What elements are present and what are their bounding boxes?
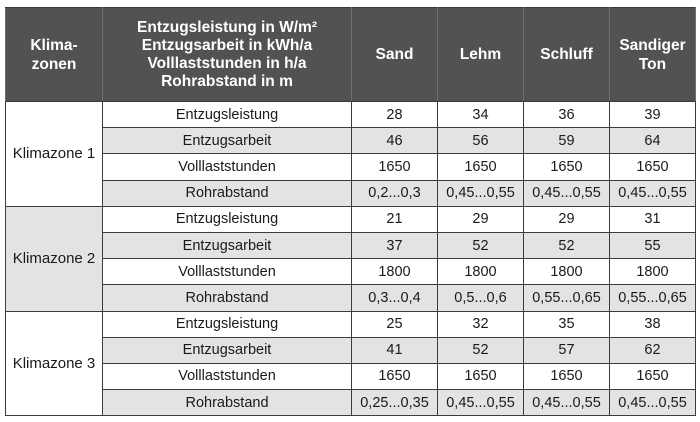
header-col-sandiger-ton-line-1: Sandiger [619,36,686,54]
value-cell: 1800 [351,258,438,286]
table-body: Klimazone 1 Entzugsleistung 28 34 36 39 Entzug… [5,100,696,417]
header-col-schluff: Schluff [523,7,610,102]
value-cell: 39 [609,100,696,129]
parameter-label: Volllaststunden [102,153,352,181]
parameter-label: Entzugsarbeit [102,127,352,155]
zone-label: Klimazone 3 [5,310,103,417]
value-cell: 29 [523,205,610,233]
header-desc-line-1: Entzugsleistung in W/m² [137,18,317,36]
header-col-sandiger-ton: Sandiger Ton [609,7,696,102]
value-cell: 1650 [609,153,696,181]
value-cell: 1800 [523,258,610,286]
value-cell: 0,3...0,4 [351,284,438,312]
table-row: Entzugsarbeit 37 52 52 55 [6,231,696,260]
header-desc-line-2: Entzugsarbeit in kWh/a [141,36,313,54]
table-row: Klimazone 1 Entzugsleistung 28 34 36 39 [5,100,696,207]
value-cell: 35 [523,310,610,338]
data-table: Klima- zonen Entzugsleistung in W/m² Ent… [5,7,696,417]
table-row: Klimazone 2 Entzugsleistung 21 29 29 31 [5,205,696,312]
table-row: Volllaststunden 1800 1800 1800 1800 [6,258,696,286]
value-cell: 0,45...0,55 [437,389,524,417]
value-cell: 1650 [351,153,438,181]
value-cell: 1650 [351,362,438,391]
value-cell: 0,45...0,55 [437,179,524,207]
table-row: Rohrabstand 0,25...0,35 0,45...0,55 0,45...… [6,389,696,417]
value-cell: 21 [351,205,438,233]
value-cell: 0,55...0,65 [523,284,610,312]
value-cell: 25 [351,310,438,338]
parameter-label: Volllaststunden [102,258,352,286]
zone-label: Klimazone 2 [5,205,103,312]
value-cell: 0,25...0,35 [351,389,438,417]
header-col-lehm: Lehm [437,7,524,102]
value-cell: 28 [351,100,438,129]
value-cell: 1650 [437,362,524,391]
value-cell: 37 [351,231,438,260]
value-cell: 0,45...0,55 [523,179,610,207]
parameter-label: Rohrabstand [102,284,352,312]
value-cell: 0,45...0,55 [609,179,696,207]
value-cell: 0,2...0,3 [351,179,438,207]
value-cell: 1650 [437,153,524,181]
value-cell: 38 [609,310,696,338]
table-row: Entzugsarbeit 46 56 59 64 [6,127,696,155]
table-row: Volllaststunden 1650 1650 1650 1650 [6,362,696,391]
parameter-label: Volllaststunden [102,362,352,391]
value-cell: 52 [523,231,610,260]
table-row: Volllaststunden 1650 1650 1650 1650 [6,153,696,181]
value-cell: 55 [609,231,696,260]
parameter-label: Entzugsleistung [102,205,352,233]
parameter-label: Entzugsleistung [102,100,352,129]
header-row: Klima- zonen Entzugsleistung in W/m² Ent… [5,7,696,102]
parameter-label: Rohrabstand [102,389,352,417]
value-cell: 1800 [437,258,524,286]
value-cell: 0,45...0,55 [609,389,696,417]
value-cell: 1650 [523,153,610,181]
header-zone: Klima- zonen [5,7,103,102]
header-description: Entzugsleistung in W/m² Entzugsarbeit in… [102,7,352,102]
table-row: Rohrabstand 0,2...0,3 0,45...0,55 0,45...0,… [6,179,696,207]
value-cell: 57 [523,336,610,364]
value-cell: 0,5...0,6 [437,284,524,312]
value-cell: 0,55...0,65 [609,284,696,312]
value-cell: 1650 [609,362,696,391]
parameter-label: Entzugsarbeit [102,336,352,364]
zone-label: Klimazone 1 [5,101,103,207]
table-row: Entzugsarbeit 41 52 57 62 [6,336,696,364]
header-desc-line-4: Rohrabstand in m [161,72,293,90]
value-cell: 1800 [609,258,696,286]
header-col-sandiger-ton-line-2: Ton [638,55,667,73]
value-cell: 64 [609,127,696,155]
value-cell: 32 [437,310,524,338]
value-cell: 0,45...0,55 [523,389,610,417]
value-cell: 46 [351,127,438,155]
table-row: Rohrabstand 0,3...0,4 0,5...0,6 0,55...0,65… [6,284,696,312]
table-row: Klimazone 3 Entzugsleistung 25 32 35 38 [5,310,696,417]
value-cell: 34 [437,100,524,129]
header-desc-line-3: Volllaststunden in h/a [147,54,307,72]
parameter-label: Rohrabstand [102,179,352,207]
value-cell: 56 [437,127,524,155]
value-cell: 31 [609,205,696,233]
header-zone-line-1: Klima- [30,36,78,54]
value-cell: 29 [437,205,524,233]
value-cell: 52 [437,336,524,364]
header-zone-line-2: zonen [31,55,77,73]
parameter-label: Entzugsarbeit [102,231,352,260]
value-cell: 59 [523,127,610,155]
value-cell: 52 [437,231,524,260]
value-cell: 41 [351,336,438,364]
parameter-label: Entzugsleistung [102,310,352,338]
value-cell: 1650 [523,362,610,391]
header-col-sand: Sand [351,7,438,102]
value-cell: 62 [609,336,696,364]
value-cell: 36 [523,100,610,129]
